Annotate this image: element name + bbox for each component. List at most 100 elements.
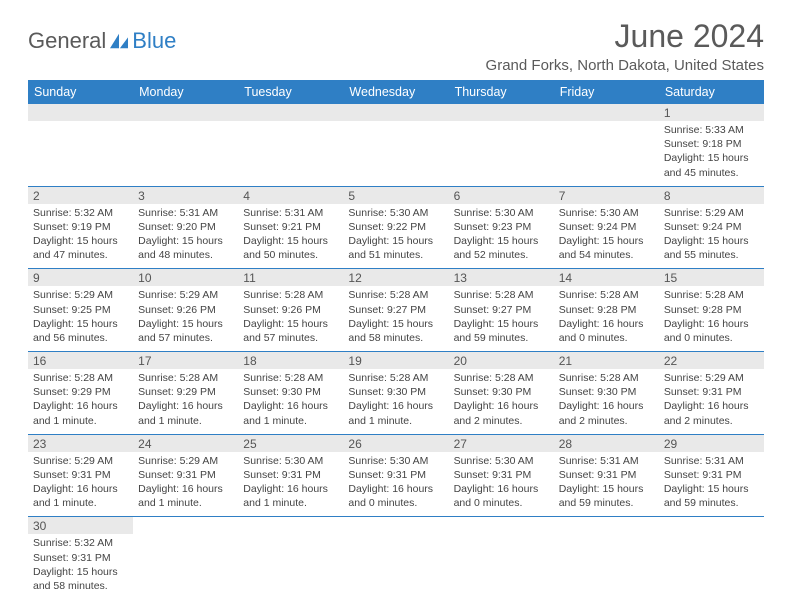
day-content: Sunrise: 5:28 AMSunset: 9:27 PMDaylight:…: [449, 286, 554, 351]
brand-text-1: General: [28, 28, 106, 54]
daylight-line: Daylight: 15 hours and 45 minutes.: [664, 151, 759, 179]
day-content: Sunrise: 5:28 AMSunset: 9:30 PMDaylight:…: [449, 369, 554, 434]
day-content: [554, 121, 659, 175]
day-content: Sunrise: 5:29 AMSunset: 9:31 PMDaylight:…: [28, 452, 133, 517]
sunset-line: Sunset: 9:30 PM: [454, 385, 549, 399]
blank-cell: [659, 517, 764, 599]
day-cell: 4Sunrise: 5:31 AMSunset: 9:21 PMDaylight…: [238, 186, 343, 269]
day-cell: 24Sunrise: 5:29 AMSunset: 9:31 PMDayligh…: [133, 434, 238, 517]
sunset-line: Sunset: 9:31 PM: [664, 385, 759, 399]
day-content: Sunrise: 5:28 AMSunset: 9:29 PMDaylight:…: [28, 369, 133, 434]
blank-cell: [238, 517, 343, 599]
day-number-bar: 10: [133, 269, 238, 286]
week-row: 9Sunrise: 5:29 AMSunset: 9:25 PMDaylight…: [28, 269, 764, 352]
day-cell: 16Sunrise: 5:28 AMSunset: 9:29 PMDayligh…: [28, 352, 133, 435]
day-content: Sunrise: 5:29 AMSunset: 9:31 PMDaylight:…: [659, 369, 764, 434]
day-content: [449, 534, 554, 588]
day-number-bar: 4: [238, 187, 343, 204]
day-cell: 11Sunrise: 5:28 AMSunset: 9:26 PMDayligh…: [238, 269, 343, 352]
day-cell: 3Sunrise: 5:31 AMSunset: 9:20 PMDaylight…: [133, 186, 238, 269]
day-content: Sunrise: 5:28 AMSunset: 9:30 PMDaylight:…: [554, 369, 659, 434]
header: General Blue June 2024 Grand Forks, Nort…: [28, 18, 764, 74]
day-number-bar: 23: [28, 435, 133, 452]
day-header: Tuesday: [238, 80, 343, 104]
day-cell: 12Sunrise: 5:28 AMSunset: 9:27 PMDayligh…: [343, 269, 448, 352]
daylight-line: Daylight: 16 hours and 2 minutes.: [454, 399, 549, 427]
sunrise-line: Sunrise: 5:28 AM: [33, 371, 128, 385]
sunrise-line: Sunrise: 5:31 AM: [664, 454, 759, 468]
sunset-line: Sunset: 9:31 PM: [348, 468, 443, 482]
day-header: Sunday: [28, 80, 133, 104]
day-content: Sunrise: 5:31 AMSunset: 9:31 PMDaylight:…: [554, 452, 659, 517]
daylight-line: Daylight: 16 hours and 0 minutes.: [348, 482, 443, 510]
day-content: Sunrise: 5:30 AMSunset: 9:31 PMDaylight:…: [238, 452, 343, 517]
day-content: Sunrise: 5:28 AMSunset: 9:30 PMDaylight:…: [343, 369, 448, 434]
day-header: Thursday: [449, 80, 554, 104]
week-row: 2Sunrise: 5:32 AMSunset: 9:19 PMDaylight…: [28, 186, 764, 269]
blank-cell: [133, 517, 238, 599]
day-number-bar: 28: [554, 435, 659, 452]
sunrise-line: Sunrise: 5:30 AM: [559, 206, 654, 220]
day-number-bar: [449, 104, 554, 121]
day-content: Sunrise: 5:28 AMSunset: 9:28 PMDaylight:…: [554, 286, 659, 351]
sunset-line: Sunset: 9:31 PM: [559, 468, 654, 482]
day-number-bar: 29: [659, 435, 764, 452]
day-content: [449, 121, 554, 175]
day-content: Sunrise: 5:28 AMSunset: 9:28 PMDaylight:…: [659, 286, 764, 351]
day-number-bar: 30: [28, 517, 133, 534]
daylight-line: Daylight: 15 hours and 54 minutes.: [559, 234, 654, 262]
sunrise-line: Sunrise: 5:32 AM: [33, 536, 128, 550]
calendar-body: 1Sunrise: 5:33 AMSunset: 9:18 PMDaylight…: [28, 104, 764, 599]
day-header: Friday: [554, 80, 659, 104]
sunset-line: Sunset: 9:19 PM: [33, 220, 128, 234]
day-number-bar: 17: [133, 352, 238, 369]
sunset-line: Sunset: 9:23 PM: [454, 220, 549, 234]
week-row: 30Sunrise: 5:32 AMSunset: 9:31 PMDayligh…: [28, 517, 764, 599]
day-number-bar: 20: [449, 352, 554, 369]
day-cell: 25Sunrise: 5:30 AMSunset: 9:31 PMDayligh…: [238, 434, 343, 517]
day-number-bar: 8: [659, 187, 764, 204]
day-number-bar: 3: [133, 187, 238, 204]
day-number-bar: 1: [659, 104, 764, 121]
day-number-bar: 16: [28, 352, 133, 369]
daylight-line: Daylight: 16 hours and 0 minutes.: [454, 482, 549, 510]
sunrise-line: Sunrise: 5:33 AM: [664, 123, 759, 137]
sunrise-line: Sunrise: 5:28 AM: [348, 288, 443, 302]
day-cell: 23Sunrise: 5:29 AMSunset: 9:31 PMDayligh…: [28, 434, 133, 517]
day-header: Saturday: [659, 80, 764, 104]
day-content: Sunrise: 5:28 AMSunset: 9:30 PMDaylight:…: [238, 369, 343, 434]
daylight-line: Daylight: 16 hours and 2 minutes.: [559, 399, 654, 427]
day-cell: 27Sunrise: 5:30 AMSunset: 9:31 PMDayligh…: [449, 434, 554, 517]
sunset-line: Sunset: 9:22 PM: [348, 220, 443, 234]
day-number-bar: [238, 104, 343, 121]
sunset-line: Sunset: 9:30 PM: [559, 385, 654, 399]
sunrise-line: Sunrise: 5:28 AM: [559, 371, 654, 385]
day-cell: 9Sunrise: 5:29 AMSunset: 9:25 PMDaylight…: [28, 269, 133, 352]
brand-text-2: Blue: [132, 28, 176, 54]
day-header: Monday: [133, 80, 238, 104]
daylight-line: Daylight: 16 hours and 1 minute.: [243, 399, 338, 427]
sunrise-line: Sunrise: 5:30 AM: [454, 206, 549, 220]
day-content: Sunrise: 5:30 AMSunset: 9:23 PMDaylight:…: [449, 204, 554, 269]
day-number-bar: 15: [659, 269, 764, 286]
daylight-line: Daylight: 15 hours and 50 minutes.: [243, 234, 338, 262]
day-number-bar: [554, 104, 659, 121]
day-cell: 2Sunrise: 5:32 AMSunset: 9:19 PMDaylight…: [28, 186, 133, 269]
day-number-bar: 19: [343, 352, 448, 369]
sunset-line: Sunset: 9:31 PM: [33, 551, 128, 565]
sunset-line: Sunset: 9:30 PM: [348, 385, 443, 399]
sunset-line: Sunset: 9:26 PM: [138, 303, 233, 317]
day-cell: 1Sunrise: 5:33 AMSunset: 9:18 PMDaylight…: [659, 104, 764, 186]
daylight-line: Daylight: 15 hours and 56 minutes.: [33, 317, 128, 345]
sunset-line: Sunset: 9:31 PM: [138, 468, 233, 482]
day-number-bar: 14: [554, 269, 659, 286]
sunrise-line: Sunrise: 5:31 AM: [138, 206, 233, 220]
daylight-line: Daylight: 15 hours and 59 minutes.: [559, 482, 654, 510]
sunrise-line: Sunrise: 5:29 AM: [33, 454, 128, 468]
day-cell: 30Sunrise: 5:32 AMSunset: 9:31 PMDayligh…: [28, 517, 133, 599]
sunrise-line: Sunrise: 5:28 AM: [243, 371, 338, 385]
day-content: Sunrise: 5:28 AMSunset: 9:27 PMDaylight:…: [343, 286, 448, 351]
day-cell: 22Sunrise: 5:29 AMSunset: 9:31 PMDayligh…: [659, 352, 764, 435]
sunrise-line: Sunrise: 5:29 AM: [33, 288, 128, 302]
blank-cell: [343, 517, 448, 599]
